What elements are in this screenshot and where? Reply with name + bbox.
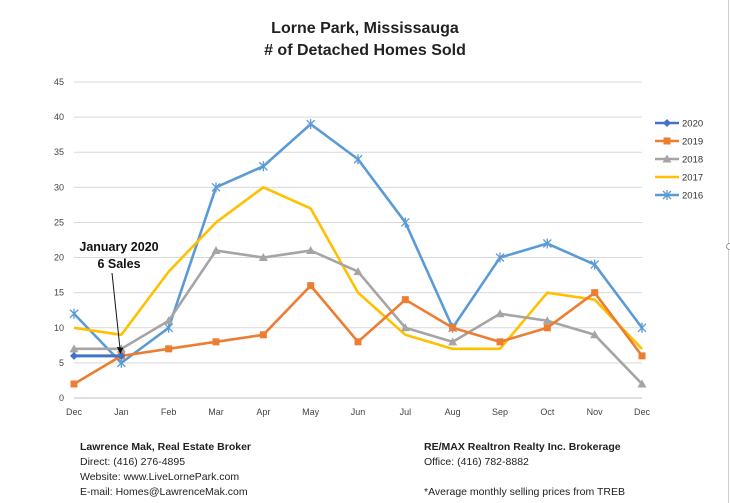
- series-2018-point: [353, 267, 363, 276]
- annotation-arrowhead: [116, 346, 124, 354]
- series-2016-point: [590, 259, 600, 270]
- y-tick-label: 30: [54, 182, 64, 192]
- x-tick-label: Nov: [587, 407, 604, 417]
- x-tick-label: May: [302, 407, 320, 417]
- series-2016-point: [258, 161, 268, 172]
- series-2016-point: [306, 119, 316, 130]
- chart-title-line1: Lorne Park, Mississauga: [271, 20, 459, 37]
- series-2016-point: [353, 154, 363, 165]
- legend-label-2020: 2020: [682, 119, 703, 130]
- series-2018-point: [69, 344, 79, 353]
- series-2016-point: [542, 238, 552, 249]
- series-2016-point: [400, 217, 410, 228]
- legend-label-2019: 2019: [682, 137, 703, 148]
- series-2016-point: [164, 322, 174, 333]
- x-tick-label: Mar: [208, 407, 224, 417]
- series-2016-point: [495, 252, 505, 263]
- chart-title: Lorne Park, Mississauga # of Detached Ho…: [200, 18, 530, 62]
- annotation-label: January 2020 6 Sales: [64, 239, 174, 273]
- series-2016-point: [69, 308, 79, 319]
- annotation-arrow: [111, 272, 121, 352]
- y-tick-label: 0: [59, 393, 64, 403]
- brokerage-block: RE/MAX Realtron Realty Inc. Brokerage Of…: [424, 440, 625, 500]
- broker-contact-block: Lawrence Mak, Real Estate Broker Direct:…: [80, 440, 251, 500]
- series-2018-point: [495, 309, 505, 318]
- series-2018-point: [164, 316, 174, 325]
- legend-label-2018: 2018: [682, 155, 703, 166]
- broker-phone: Direct: (416) 276-4895: [80, 456, 186, 468]
- series-2019-point: [638, 352, 646, 360]
- x-tick-label: Dec: [634, 407, 651, 417]
- x-tick-label: Jan: [114, 407, 129, 417]
- source-note: *Average monthly selling prices from TRE…: [424, 486, 625, 498]
- legend-marker-2018: [662, 154, 672, 163]
- legend-marker-2019: [663, 137, 671, 145]
- y-tick-label: 10: [54, 323, 64, 333]
- legend-marker-2020: [663, 119, 671, 127]
- legend-label-2017: 2017: [682, 173, 703, 184]
- broker-name: Lawrence Mak, Real Estate Broker: [80, 441, 251, 453]
- y-tick-label: 20: [54, 253, 64, 263]
- legend-label-2016: 2016: [682, 191, 703, 202]
- series-2019-point: [212, 338, 220, 346]
- series-2018-point: [258, 253, 268, 262]
- resize-handle[interactable]: [726, 243, 730, 250]
- series-2019-point: [70, 380, 78, 388]
- chart-title-line2: # of Detached Homes Sold: [264, 42, 466, 59]
- series-2019-point: [354, 338, 362, 346]
- x-tick-label: Aug: [445, 407, 461, 417]
- series-2019-point: [449, 324, 457, 332]
- y-tick-label: 5: [59, 358, 64, 368]
- x-tick-label: Oct: [540, 407, 555, 417]
- y-tick-label: 25: [54, 217, 64, 227]
- series-2019-point: [496, 338, 504, 346]
- x-tick-label: Sep: [492, 407, 508, 417]
- series-2019-point: [543, 324, 551, 332]
- series-2019-point: [259, 331, 267, 339]
- broker-email: E-mail: Homes@LawrenceMak.com: [80, 486, 248, 498]
- y-tick-label: 15: [54, 288, 64, 298]
- x-tick-label: Jul: [400, 407, 412, 417]
- series-2016-point: [637, 322, 647, 333]
- series-2019-point: [591, 289, 599, 297]
- series-2016-point: [211, 182, 221, 193]
- series-2019-point: [307, 282, 315, 290]
- y-tick-label: 45: [54, 77, 64, 87]
- legend-marker-2016: [662, 190, 672, 200]
- brokerage-office: Office: (416) 782-8882: [424, 456, 529, 468]
- annotation-line1: January 2020: [79, 240, 159, 254]
- broker-website: Website: www.LiveLornePark.com: [80, 471, 240, 483]
- series-2017-line: [73, 186, 643, 351]
- series-2019-point: [401, 296, 409, 304]
- series-2018-point: [448, 337, 458, 346]
- series-2018-point: [306, 246, 316, 255]
- x-tick-label: Feb: [161, 407, 177, 417]
- series-2018-point: [400, 323, 410, 332]
- series-2018-point: [637, 379, 647, 388]
- x-tick-label: Apr: [256, 407, 270, 417]
- series-2020-point: [70, 351, 78, 360]
- x-tick-label: Jun: [351, 407, 366, 417]
- y-tick-label: 35: [54, 147, 64, 157]
- series-2018-point: [590, 330, 600, 339]
- series-2020-point: [117, 351, 126, 360]
- series-2018-point: [542, 316, 552, 325]
- series-2019-point: [165, 345, 173, 353]
- y-tick-label: 40: [54, 112, 64, 122]
- brokerage-name: RE/MAX Realtron Realty Inc. Brokerage: [424, 441, 621, 453]
- series-2018-point: [211, 246, 221, 255]
- x-tick-label: Dec: [66, 407, 83, 417]
- annotation-line2: 6 Sales: [97, 257, 141, 271]
